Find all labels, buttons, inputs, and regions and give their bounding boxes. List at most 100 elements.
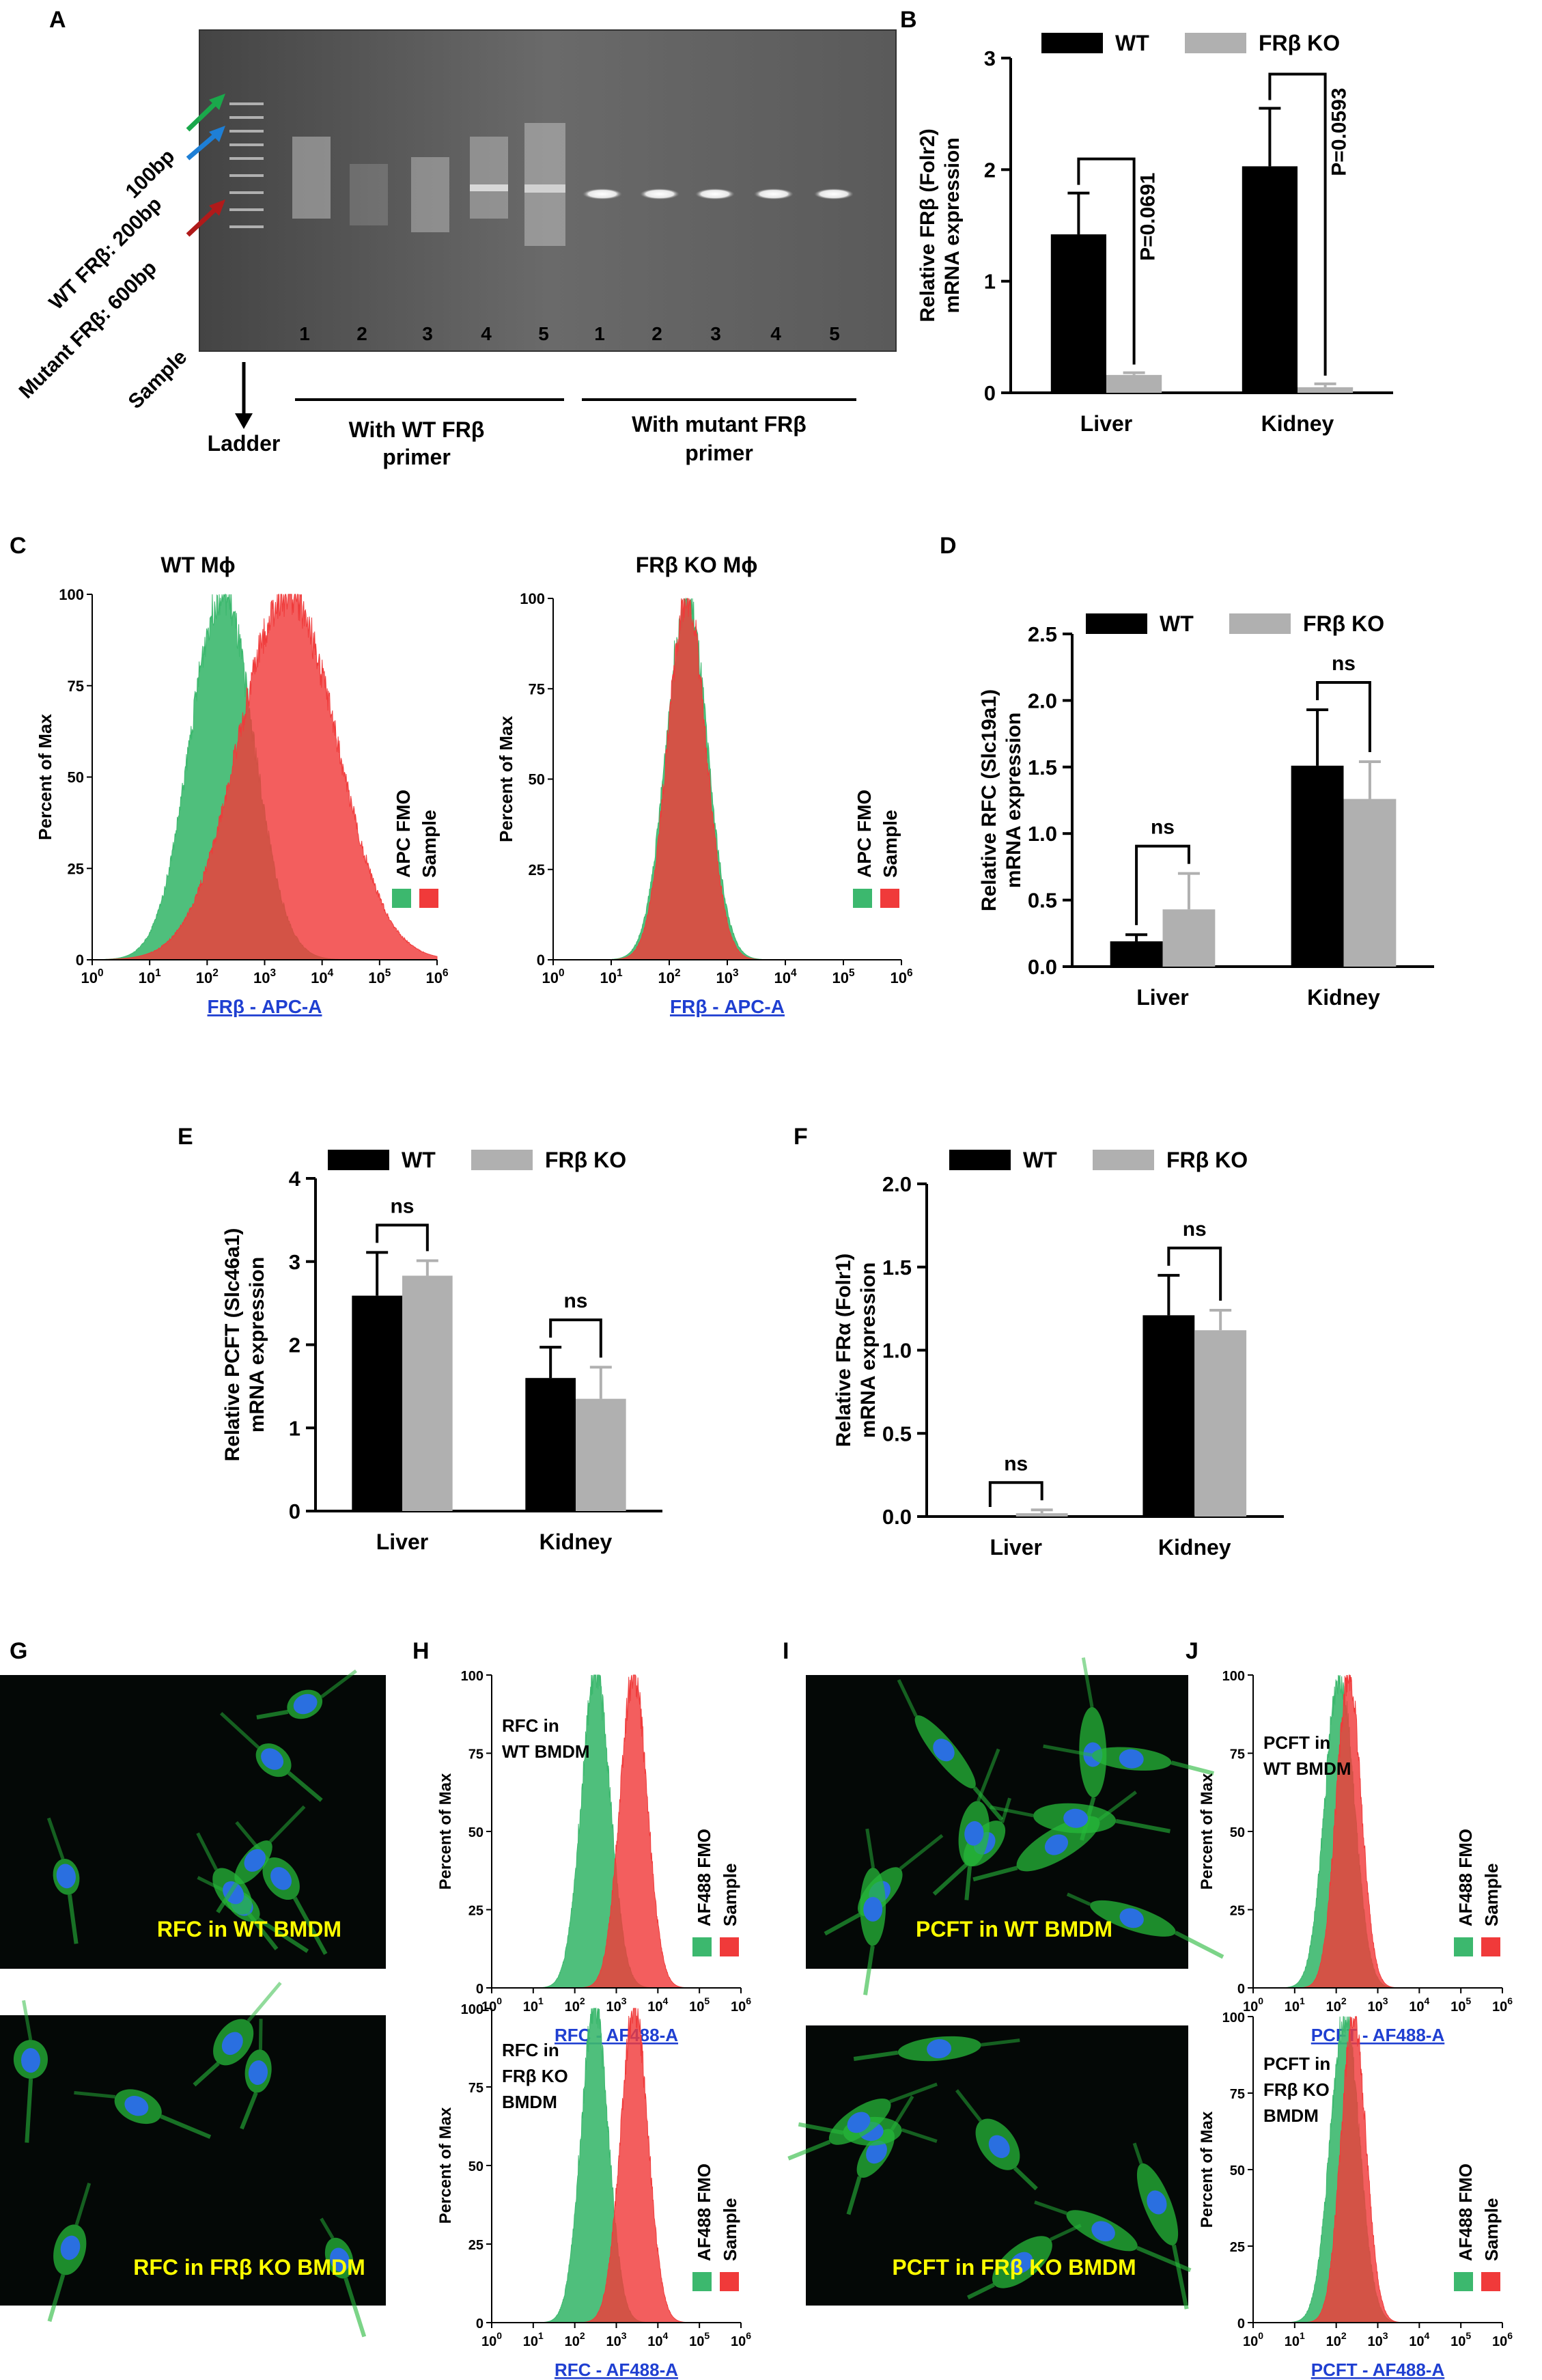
y-tick-label: 100 (461, 2002, 483, 2017)
x-tick-label: 102 (196, 967, 219, 986)
histogram-title-wt: WT Mϕ (160, 553, 235, 577)
legend-label-ko: FRβ KO (1166, 1148, 1248, 1172)
significance-bracket (1268, 72, 1327, 376)
cell-process (865, 1828, 875, 1868)
panel-label-h: H (412, 1638, 430, 1664)
cell-process (258, 2019, 263, 2050)
cell-nucleus (863, 1896, 883, 1922)
cell (1066, 1892, 1224, 1959)
panel-label-e: E (178, 1124, 193, 1150)
y-tick-label: 75 (468, 2081, 483, 2096)
cell (216, 1805, 306, 1913)
cell-process (977, 1748, 1000, 1802)
cell-nucleus (1044, 1834, 1069, 1855)
cell-process (74, 2090, 116, 2099)
x-tick-label: 103 (606, 2330, 626, 2349)
x-tick-label: 103 (1367, 1995, 1388, 2015)
y-tick-label: 25 (468, 1904, 483, 1919)
ladder-arrow (235, 362, 253, 429)
cell (74, 2089, 212, 2140)
cell-process (74, 2183, 92, 2226)
cell (13, 2000, 48, 2143)
x-tick-label: 103 (716, 967, 738, 986)
panel-label-b: B (900, 7, 917, 33)
legend-swatch-sample (1481, 1937, 1500, 1956)
cell-nucleus (847, 2112, 871, 2133)
gel-lane-number: 4 (770, 323, 781, 344)
cell (958, 1748, 1000, 1900)
significance-bracket (376, 1223, 429, 1251)
bar-frβ-ko (1298, 387, 1354, 393)
cell (853, 2036, 1020, 2062)
cell (897, 1678, 1004, 1821)
y-axis-label-line2: mRNA expression (246, 1257, 268, 1433)
legend-label-wt: WT (1160, 611, 1194, 636)
y-tick-label: 25 (1230, 2240, 1245, 2255)
legend-swatch-ko (1185, 33, 1246, 53)
legend-label-sample: Sample (1481, 1864, 1502, 1927)
legend-label-fmo: AF488 FMO (1455, 1829, 1476, 1926)
y-tick-label: 3 (289, 1250, 300, 1274)
legend-label-wt: WT (1115, 31, 1149, 55)
y-tick-label: 50 (1230, 2163, 1245, 2178)
x-axis-label: RFC - AF488-A (555, 2360, 678, 2380)
significance-bracket (549, 1318, 602, 1358)
cell-process (1136, 2245, 1192, 2273)
y-tick-label: 50 (1230, 1825, 1245, 1840)
panel-f: F 0.0 0.5 1.0 1.5 2.0 Relative FRα (Folr1) mRN… (794, 1124, 1284, 1560)
bar-frβ-ko (1106, 374, 1162, 393)
legend-label-wt: WT (1023, 1148, 1057, 1172)
histogram-h-wt: 0 25 50 75 100 100 101 102 103 104 105 106 RFC - AF4… (436, 1669, 751, 2045)
gel-mutant-bands (583, 189, 854, 199)
cell-nucleus (221, 2032, 243, 2056)
y-axis-label: Percent of Max (496, 715, 516, 842)
legend-swatch-fmo (1454, 1937, 1473, 1956)
cell (193, 1981, 282, 2087)
cell-process (216, 1881, 238, 1913)
caption-pcft-wt: PCFT in WT BMDM (916, 1917, 1112, 1941)
cell-process (196, 1832, 219, 1871)
bar-frβ-ko (576, 1398, 626, 1511)
histogram-j-ko: 0 25 50 75 100 100 101 102 103 104 105 106 PCFT - AF… (1198, 2010, 1513, 2380)
legend-swatch-sample (880, 889, 899, 908)
legend-label-sample: Sample (1481, 2198, 1502, 2262)
gel-lane-number: 3 (710, 323, 721, 344)
cell (955, 2089, 1038, 2191)
cell-process (25, 2078, 33, 2143)
cell-process (240, 2092, 258, 2130)
cell-process (247, 1911, 279, 1950)
x-tick-label: 103 (606, 1995, 626, 2015)
cell-nucleus (866, 2140, 887, 2164)
inset-label-line: WT BMDM (1263, 1758, 1351, 1779)
x-tick-label: 105 (689, 2330, 710, 2349)
cell-process (160, 2114, 212, 2140)
panel-label-g: G (10, 1638, 27, 1664)
gel-lane-number: 5 (538, 323, 549, 344)
cell-process (257, 1917, 309, 1953)
y-axis-label: Percent of Max (1198, 2111, 1216, 2228)
y-tick-label: 100 (1222, 1669, 1245, 1684)
micrograph-rfc-wt (0, 1669, 386, 1969)
cell-nucleus (293, 1693, 318, 1715)
cell-nucleus (60, 2235, 81, 2260)
legend-swatch-wt (1086, 613, 1147, 634)
cell-nucleus (1091, 2221, 1115, 2242)
legend-label-sample: Sample (720, 2198, 740, 2262)
cell (990, 1803, 1170, 1834)
x-tick-label: 105 (368, 967, 391, 986)
panel-h: H 0 25 50 75 100 100 101 102 103 104 105 106 RFC - A… (412, 1638, 751, 2380)
histogram-title-ko: FRβ KO Mϕ (636, 553, 758, 577)
legend-swatch-fmo (692, 1937, 712, 1956)
legend-label-sample: Sample (419, 810, 440, 878)
y-axis-label: Percent of Max (436, 1773, 455, 1890)
cell-process (247, 1981, 282, 2023)
gel-lane-number: 5 (829, 323, 840, 344)
inset-label-line: WT BMDM (502, 1741, 590, 1762)
y-tick-label: 25 (1230, 1904, 1245, 1919)
cell-nucleus (248, 2060, 268, 2086)
x-tick-label: Liver (1080, 411, 1132, 436)
x-tick-label: 103 (253, 967, 276, 986)
cell (219, 1712, 323, 1802)
y-tick-label: 0 (537, 952, 545, 969)
legend-swatch-sample (720, 1937, 739, 1956)
